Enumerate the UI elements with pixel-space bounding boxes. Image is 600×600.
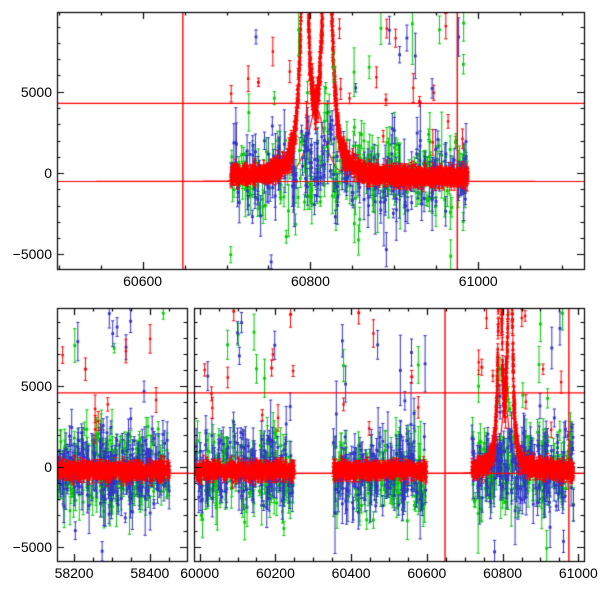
x-tick-label: 60800 [290, 273, 330, 289]
x-tick-label: 60000 [180, 565, 220, 581]
y-tick-label: 0 [44, 165, 52, 182]
x-tick-label: 58200 [54, 565, 94, 581]
x-tick-label: 61000 [558, 565, 598, 581]
y-tick-label: 5000 [20, 378, 52, 395]
x-tick-label: 58400 [130, 565, 170, 581]
y-tick-label: 5000 [20, 83, 52, 100]
x-tick-label: 60600 [407, 565, 447, 581]
x-tick-label: 60800 [483, 565, 523, 581]
y-tick-label: 0 [44, 458, 52, 475]
x-tick-label: 61000 [458, 273, 498, 289]
x-tick-label: 60200 [255, 565, 295, 581]
x-tick-label: 60600 [123, 273, 163, 289]
y-tick-label: −5000 [12, 246, 52, 263]
y-tick-label: −5000 [12, 538, 52, 555]
x-tick-label: 60400 [331, 565, 371, 581]
